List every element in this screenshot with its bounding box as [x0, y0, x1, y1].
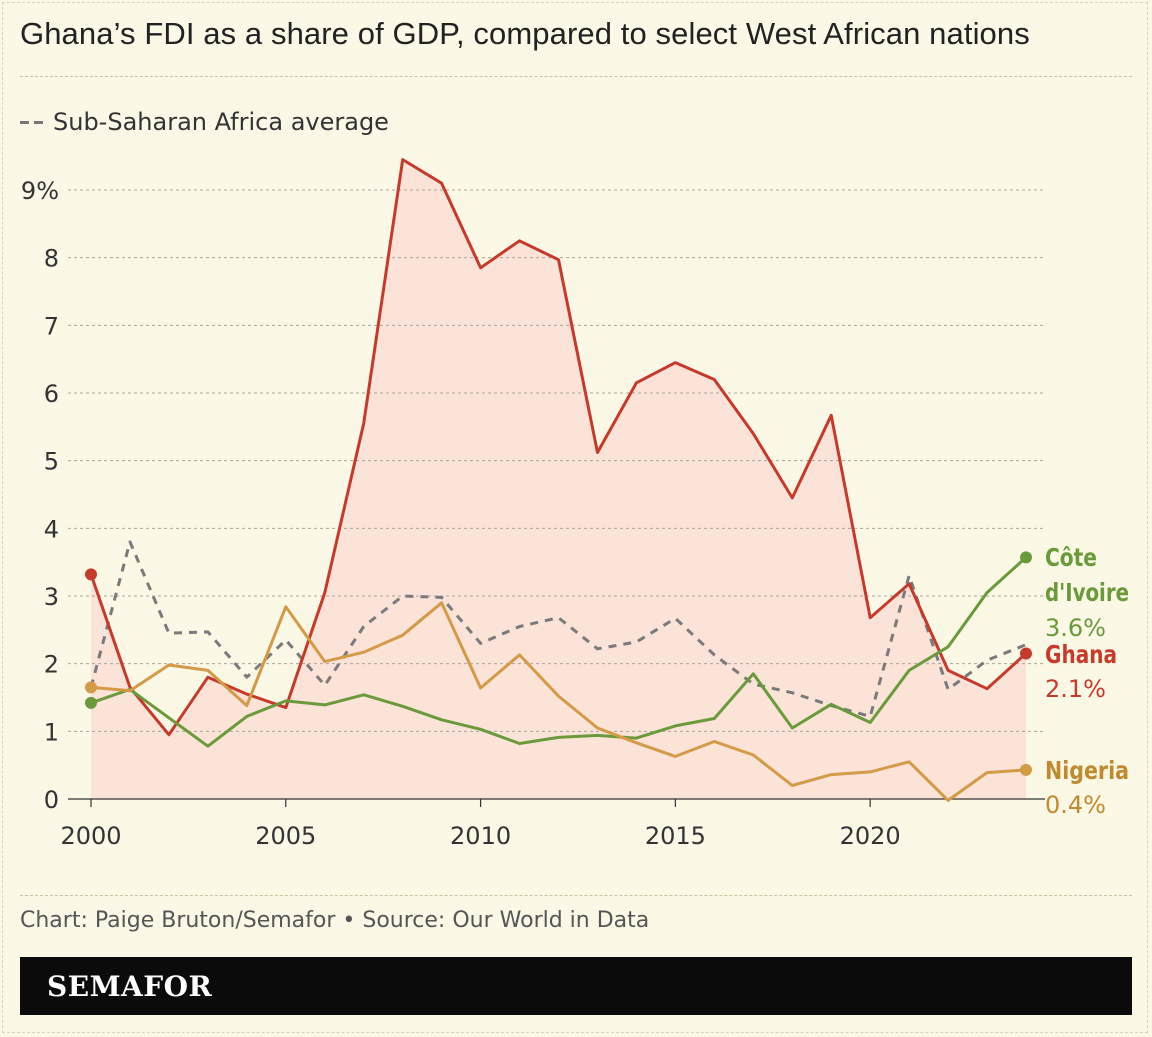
- nigeria-line: [90, 601, 1027, 802]
- end-label-name: d'Ivoire: [1045, 578, 1129, 607]
- y-tick-label: 2: [44, 651, 59, 679]
- end-label-name: Côte: [1045, 543, 1097, 572]
- y-tick-label: 8: [44, 245, 59, 273]
- semafor-logo: SEMAFOR: [47, 969, 213, 1003]
- y-tick-label: 6: [44, 380, 59, 408]
- legend: Sub-Saharan Africa average: [20, 108, 389, 136]
- title-divider: [20, 76, 1132, 77]
- footer-divider: [20, 895, 1132, 896]
- end-label-value: 2.1%: [1045, 675, 1106, 703]
- y-tick-label: 1: [44, 718, 59, 746]
- chart-title: Ghana’s FDI as a share of GDP, compared …: [20, 16, 1030, 51]
- x-tick-label: 2020: [840, 822, 901, 850]
- end-label-name: Nigeria: [1045, 756, 1129, 785]
- end-label-value: 0.4%: [1045, 791, 1106, 819]
- legend-label: Sub-Saharan Africa average: [53, 108, 389, 136]
- nigeria-end-point: [1020, 763, 1032, 776]
- y-tick-label: 3: [44, 583, 59, 611]
- x-tick-label: 2000: [60, 822, 121, 850]
- end-label-value: 3.6%: [1045, 614, 1106, 642]
- ghana-line: [89, 158, 1028, 737]
- line-chart: 0 1 2 3 4 5 6 7 8 9% 2000 2005 2010 2015 2020 Côte d'Ivo…: [21, 158, 1129, 850]
- end-label-name: Ghana: [1045, 640, 1117, 669]
- y-tick-label: 4: [44, 515, 59, 543]
- x-tick-label: 2015: [645, 822, 706, 850]
- nigeria-start-point: [85, 681, 97, 694]
- c-te-d-ivoire-end-point: [1020, 551, 1032, 564]
- c-te-d-ivoire-line: [90, 556, 1028, 748]
- y-tick-label: 5: [44, 448, 59, 476]
- sub-saharan-africa-average-line: [89, 540, 1027, 718]
- c-te-d-ivoire-start-point: [85, 696, 97, 709]
- dashed-line-icon: [20, 120, 43, 124]
- ghana-area: [91, 159, 1026, 800]
- chart-credit: Chart: Paige Bruton/Semafor • Source: Ou…: [20, 908, 650, 933]
- ghana-end-point: [1020, 647, 1032, 660]
- ghana-start-point: [85, 568, 97, 581]
- y-tick-label: 0: [44, 786, 59, 814]
- brand-bar: SEMAFOR: [20, 957, 1132, 1015]
- x-tick-label: 2005: [255, 822, 316, 850]
- y-tick-label: 9%: [21, 177, 59, 205]
- x-tick-label: 2010: [450, 822, 511, 850]
- y-tick-label: 7: [44, 312, 59, 340]
